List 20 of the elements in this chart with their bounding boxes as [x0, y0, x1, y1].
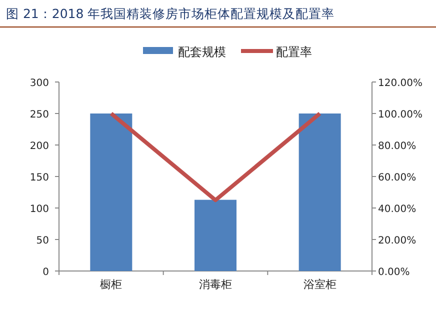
y2-tick-label: 100.00% — [378, 110, 422, 120]
y-tick-label: 100 — [30, 204, 49, 215]
x-tick-label: 消毒柜 — [199, 278, 232, 291]
y2-tick-label: 40.00% — [378, 204, 416, 215]
y2-tick-label: 120.00% — [378, 78, 422, 89]
x-tick-label: 浴室柜 — [303, 278, 336, 291]
y2-tick-label: 60.00% — [378, 172, 416, 184]
y2-tick-label: 80.00% — [378, 141, 416, 152]
y2-tick-label: 0.00% — [378, 267, 410, 278]
y-tick-label: 300 — [30, 78, 49, 89]
legend-label: 配置率 — [276, 45, 312, 59]
y-tick-label: 250 — [30, 110, 49, 120]
y-tick-label: 200 — [30, 141, 49, 152]
legend-label: 配套规模 — [178, 45, 226, 59]
x-tick-label: 橱柜 — [100, 278, 122, 291]
chart-title: 图 21：2018 年我国精装修房市场柜体配置规模及配置率 — [6, 6, 335, 21]
y-tick-label: 0 — [42, 267, 49, 278]
y-tick-label: 150 — [30, 172, 49, 184]
y2-tick-label: 20.00% — [378, 236, 416, 246]
y-tick-label: 50 — [36, 236, 49, 246]
